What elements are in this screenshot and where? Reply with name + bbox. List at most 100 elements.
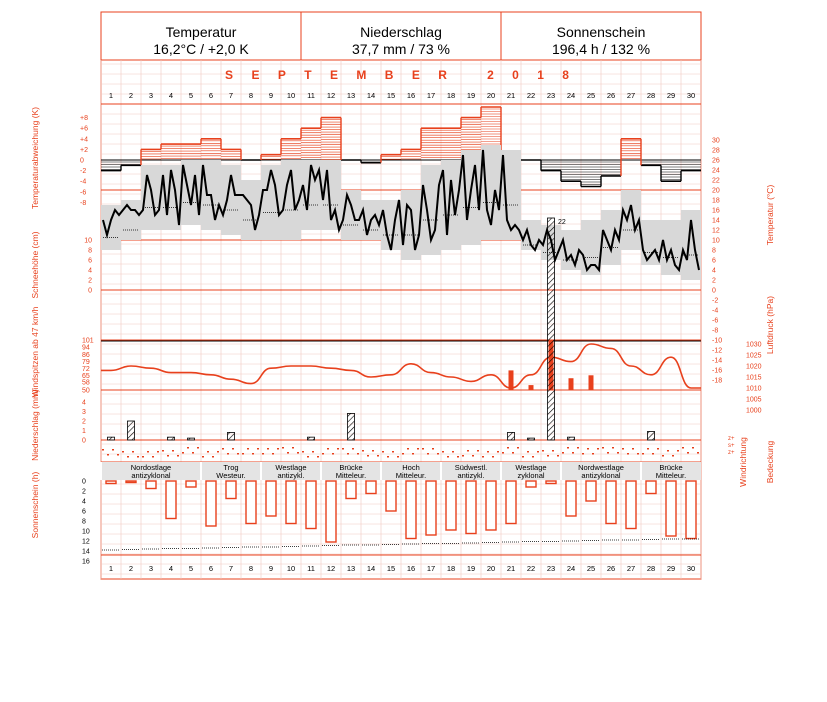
sunshine-bar <box>245 480 257 525</box>
wind-direction-mark <box>477 450 479 452</box>
anomaly-bar <box>620 138 641 176</box>
wind-direction-mark <box>632 448 634 450</box>
wind-direction-mark <box>217 451 219 453</box>
wind-direction-mark <box>287 452 289 454</box>
sunshine-bar <box>665 480 677 537</box>
header-temperature-value: 16,2°C / +2,0 K <box>153 41 249 57</box>
day-label-top: 10 <box>287 91 295 100</box>
precip-bar <box>167 436 175 441</box>
precip-tick: 0 <box>82 438 86 445</box>
sunshine-bar <box>405 480 417 540</box>
wind-direction-mark <box>167 455 169 457</box>
wind-direction-mark <box>517 447 519 449</box>
sunshine-bar <box>505 480 517 525</box>
header-temperature-label: Temperatur <box>165 24 237 40</box>
wind-direction-tick: z+ <box>728 450 735 456</box>
day-label-top: 17 <box>427 91 435 100</box>
wind-direction-mark <box>272 453 274 455</box>
wind-direction-mark <box>437 453 439 455</box>
header-sunshine-label: Sonnenschein <box>556 24 646 40</box>
sunshine-bar <box>625 480 637 530</box>
temperature-tick: -8 <box>712 328 718 335</box>
sunshine-bar <box>445 480 457 531</box>
wind-direction-mark <box>427 453 429 455</box>
weather-type-label: antizykl. <box>457 471 484 480</box>
wind-direction-mark <box>667 450 669 452</box>
wind-direction-mark <box>242 453 244 455</box>
wind-direction-mark <box>537 451 539 453</box>
wind-direction-mark <box>257 448 259 450</box>
wind-direction-mark <box>457 456 459 458</box>
wind-direction-mark <box>127 456 129 458</box>
wind-direction-mark <box>522 456 524 458</box>
wind-direction-mark <box>277 448 279 450</box>
wind-direction-mark <box>697 452 699 454</box>
weather-type-label: antizyklonal <box>581 471 621 480</box>
axis-label-wind-direction: Windrichtung <box>738 437 748 487</box>
wind-direction-mark <box>512 452 514 454</box>
wind-direction-mark <box>417 448 419 450</box>
day-label-top: 2 <box>129 91 133 100</box>
sunshine-tick: 6 <box>82 509 86 516</box>
wind-direction-mark <box>452 451 454 453</box>
sunshine-bar <box>485 480 497 531</box>
day-label-top: 20 <box>487 91 495 100</box>
sunshine-bar <box>545 480 557 485</box>
wind-direction-mark <box>572 452 574 454</box>
day-label-bottom: 3 <box>149 564 153 573</box>
sunshine-tick: 12 <box>82 539 90 546</box>
sunshine-bar <box>565 480 577 517</box>
wind-direction-mark <box>547 455 549 457</box>
wind-direction-mark <box>252 453 254 455</box>
pressure-tick: 1020 <box>746 364 762 371</box>
day-label-top: 24 <box>567 91 575 100</box>
temp-range-band <box>281 160 301 240</box>
wind-direction-mark <box>357 453 359 455</box>
sunshine-bar <box>265 480 277 517</box>
wind-direction-mark <box>152 456 154 458</box>
sunshine-tick: 10 <box>82 529 90 536</box>
day-label-bottom: 6 <box>209 564 213 573</box>
wind-tick: 79 <box>82 359 90 366</box>
temperature-tick: 22 <box>712 178 720 185</box>
precip-tick: 1 <box>82 428 86 435</box>
wind-direction-mark <box>617 452 619 454</box>
day-label-bottom: 13 <box>347 564 355 573</box>
day-label-top: 3 <box>149 91 153 100</box>
wind-direction-mark <box>472 455 474 457</box>
pressure-tick: 1010 <box>746 386 762 393</box>
snow-tick: 4 <box>88 268 92 275</box>
sunshine-bar <box>385 480 397 512</box>
axis-label-pressure: Luftdruck (hPa) <box>765 296 775 354</box>
pressure-tick: 1005 <box>746 397 762 404</box>
wind-direction-tick: s+ <box>728 443 735 449</box>
weather-type-label: Nordostlage <box>131 463 171 472</box>
axis-label-snow: Schneehöhe (cm) <box>30 231 40 298</box>
wind-direction-mark <box>132 451 134 453</box>
wind-direction-mark <box>562 452 564 454</box>
wind-direction-mark <box>637 453 639 455</box>
day-label-top: 21 <box>507 91 515 100</box>
day-label-bottom: 4 <box>169 564 173 573</box>
sunshine-bar <box>685 480 697 540</box>
wind-direction-tick: z+ <box>728 436 735 442</box>
temp-range-band <box>221 165 241 235</box>
temperature-tick: 8 <box>712 248 716 255</box>
precip-bar <box>127 420 135 441</box>
day-label-top: 6 <box>209 91 213 100</box>
header-temperature: Temperatur 16,2°C / +2,0 K <box>101 24 301 58</box>
axis-label-cloud: Bedeckung <box>765 440 775 483</box>
day-label-top: 16 <box>407 91 415 100</box>
wind-direction-mark <box>247 448 249 450</box>
wind-direction-mark <box>102 449 104 451</box>
wind-direction-mark <box>432 448 434 450</box>
day-label-top: 18 <box>447 91 455 100</box>
wind-direction-mark <box>377 455 379 457</box>
wind-direction-mark <box>347 453 349 455</box>
day-label-bottom: 22 <box>527 564 535 573</box>
anomaly-bar <box>220 138 241 160</box>
anomaly-bar <box>460 116 481 160</box>
temp-range-band <box>681 210 701 280</box>
temperature-tick: -6 <box>712 318 718 325</box>
day-label-bottom: 9 <box>269 564 273 573</box>
